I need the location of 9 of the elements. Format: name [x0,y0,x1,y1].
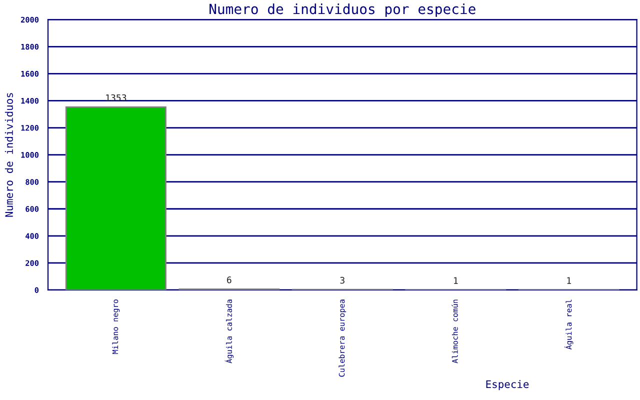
data-label: 1353 [106,94,126,102]
data-label: 6 [227,276,232,284]
bar [65,106,166,290]
data-label: 1 [454,277,458,284]
data-label: 3 [340,276,344,284]
y-axis-title: Numero de individuos [4,93,14,217]
data-label: 1 [567,277,571,284]
x-axis-title: Especie [486,380,529,390]
chart-title: Numero de individuos por especie [210,3,476,17]
